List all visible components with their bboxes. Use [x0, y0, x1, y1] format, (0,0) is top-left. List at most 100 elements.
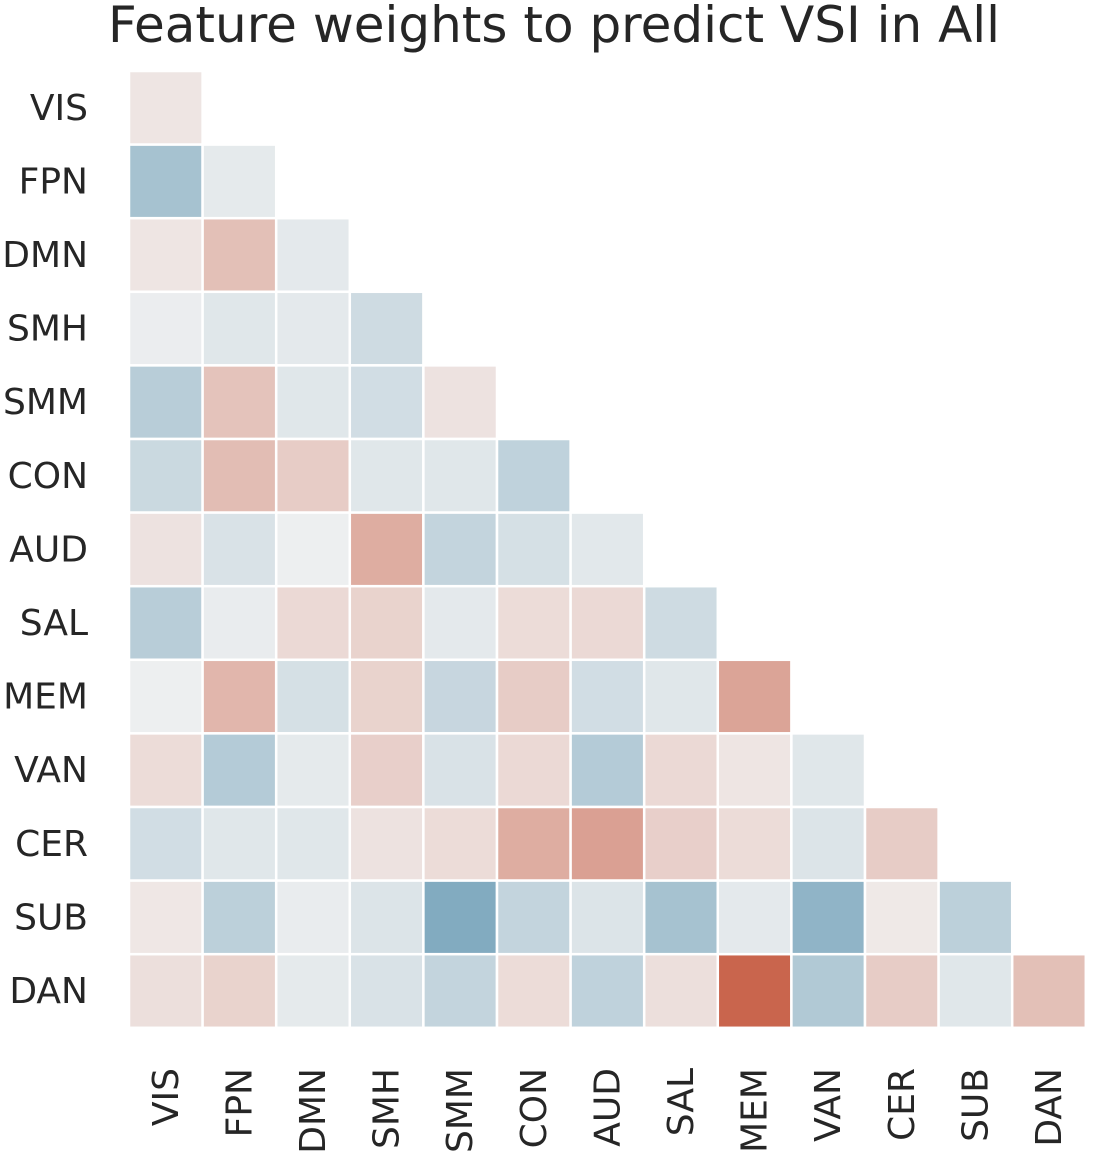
heatmap-cell-mem-smm: [422, 658, 499, 735]
heatmap-cell-van-dmn: [274, 732, 352, 809]
column-tick-label: FPN: [219, 1068, 260, 1137]
heatmap-cell-smm-smh: [348, 364, 425, 441]
heatmap-cell-sub-dmn: [274, 879, 352, 956]
heatmap-cell-dan-mem: [716, 952, 793, 1030]
heatmap-cell-mem-mem: [716, 658, 793, 735]
column-tick-label: VAN: [808, 1068, 849, 1142]
row-tick-label: CER: [15, 824, 88, 865]
row-tick-label: SAL: [20, 603, 88, 644]
heatmap-cell-sal-vis: [127, 584, 204, 662]
heatmap-cell-van-fpn: [201, 732, 278, 809]
row-tick-label: AUD: [9, 529, 88, 570]
heatmap-cell-dan-smh: [348, 952, 425, 1030]
column-tick-label: SAL: [661, 1068, 702, 1136]
heatmap-cell-cer-mem: [716, 805, 793, 882]
heatmap-cell-con-fpn: [201, 437, 278, 514]
chart-title: Feature weights to predict VSI in All: [108, 0, 1000, 54]
heatmap-cell-mem-con: [495, 658, 572, 735]
column-tick-label: SMM: [440, 1068, 481, 1153]
column-tick-label: DAN: [1029, 1068, 1070, 1147]
column-tick-label: SUB: [955, 1068, 996, 1142]
heatmap-cell-smm-smm: [422, 364, 499, 441]
heatmap-cell-dan-van: [790, 952, 867, 1030]
heatmap-cell-van-smh: [348, 732, 425, 809]
heatmap-cell-con-smh: [348, 437, 425, 514]
row-tick-label: MEM: [3, 677, 88, 718]
row-tick-label: CON: [8, 456, 88, 497]
heatmap-cell-sal-aud: [569, 584, 646, 662]
heatmap-cell-con-vis: [127, 437, 204, 514]
heatmap-cell-dmn-dmn: [274, 216, 352, 294]
row-tick-label: VIS: [30, 88, 88, 129]
row-tick-label: VAN: [14, 750, 88, 791]
heatmap-cell-van-mem: [716, 732, 793, 809]
heatmap-cell-sub-sub: [937, 879, 1014, 956]
heatmap-cell-sal-dmn: [274, 584, 352, 662]
heatmap-cell-van-smm: [422, 732, 499, 809]
heatmap-cell-dan-cer: [863, 952, 940, 1030]
heatmap-cell-mem-fpn: [201, 658, 278, 735]
column-tick-label: SMH: [367, 1068, 408, 1149]
heatmap-cell-cer-vis: [127, 805, 204, 882]
heatmap-cell-sub-sal: [642, 879, 720, 956]
heatmap-cells: [127, 69, 1088, 1030]
heatmap-cell-aud-fpn: [201, 511, 278, 588]
heatmap-cell-cer-smm: [422, 805, 499, 882]
heatmap-cell-cer-fpn: [201, 805, 278, 882]
heatmap-cell-mem-smh: [348, 658, 425, 735]
heatmap-cell-smh-fpn: [201, 290, 278, 367]
heatmap-cell-smm-vis: [127, 364, 204, 441]
heatmap-cell-sub-cer: [863, 879, 940, 956]
heatmap-cell-sub-smm: [422, 879, 499, 956]
row-tick-label: SUB: [14, 897, 88, 938]
row-tick-label: SMH: [7, 309, 88, 350]
heatmap-cell-cer-sal: [642, 805, 720, 882]
row-tick-label: SMM: [3, 382, 88, 423]
heatmap-cell-sub-aud: [569, 879, 646, 956]
heatmap-cell-cer-dmn: [274, 805, 352, 882]
heatmap-cell-sub-smh: [348, 879, 425, 956]
row-tick-label: DAN: [9, 971, 88, 1012]
heatmap-cell-van-con: [495, 732, 572, 809]
heatmap-cell-dan-smm: [422, 952, 499, 1030]
heatmap-cell-dan-sub: [937, 952, 1014, 1030]
heatmap-cell-cer-smh: [348, 805, 425, 882]
column-tick-label: CON: [514, 1068, 555, 1148]
heatmap-cell-cer-con: [495, 805, 572, 882]
heatmap-cell-aud-smm: [422, 511, 499, 588]
heatmap-cell-smm-dmn: [274, 364, 352, 441]
heatmap-cell-van-sal: [642, 732, 720, 809]
row-tick-labels: VIS FPN DMN SMH SMM CON AUD SAL MEM VAN CER SUB DAN: [2, 88, 88, 1012]
row-tick-label: DMN: [2, 235, 88, 276]
heatmap-cell-dan-dmn: [274, 952, 352, 1030]
heatmap-cell-dan-con: [495, 952, 572, 1030]
column-tick-label: AUD: [587, 1068, 628, 1147]
heatmap-cell-sal-con: [495, 584, 572, 662]
heatmap-cell-smh-vis: [127, 290, 204, 367]
heatmap-cell-con-con: [495, 437, 572, 514]
heatmap-cell-cer-aud: [569, 805, 646, 882]
heatmap-cell-cer-van: [790, 805, 867, 882]
heatmap-cell-dmn-vis: [127, 216, 204, 294]
heatmap-cell-van-vis: [127, 732, 204, 809]
row-tick-label: FPN: [19, 161, 88, 202]
heatmap-cell-sub-mem: [716, 879, 793, 956]
heatmap-cell-dan-fpn: [201, 952, 278, 1030]
heatmap-cell-dan-sal: [642, 952, 720, 1030]
heatmap-cell-sub-vis: [127, 879, 204, 956]
heatmap-cell-mem-dmn: [274, 658, 352, 735]
column-tick-label: MEM: [735, 1068, 776, 1153]
heatmap-cell-aud-smh: [348, 511, 425, 588]
column-tick-label: DMN: [293, 1068, 334, 1154]
heatmap-cell-dmn-fpn: [201, 216, 278, 294]
heatmap-cell-van-aud: [569, 732, 646, 809]
heatmap-cell-sal-sal: [642, 584, 720, 662]
heatmap-cell-aud-dmn: [274, 511, 352, 588]
heatmap-cell-sal-fpn: [201, 584, 278, 662]
heatmap-cell-sal-smh: [348, 584, 425, 662]
heatmap-cell-mem-sal: [642, 658, 720, 735]
heatmap-cell-dan-aud: [569, 952, 646, 1030]
heatmap-cell-vis-vis: [127, 69, 204, 146]
heatmap-cell-fpn-vis: [127, 143, 204, 220]
